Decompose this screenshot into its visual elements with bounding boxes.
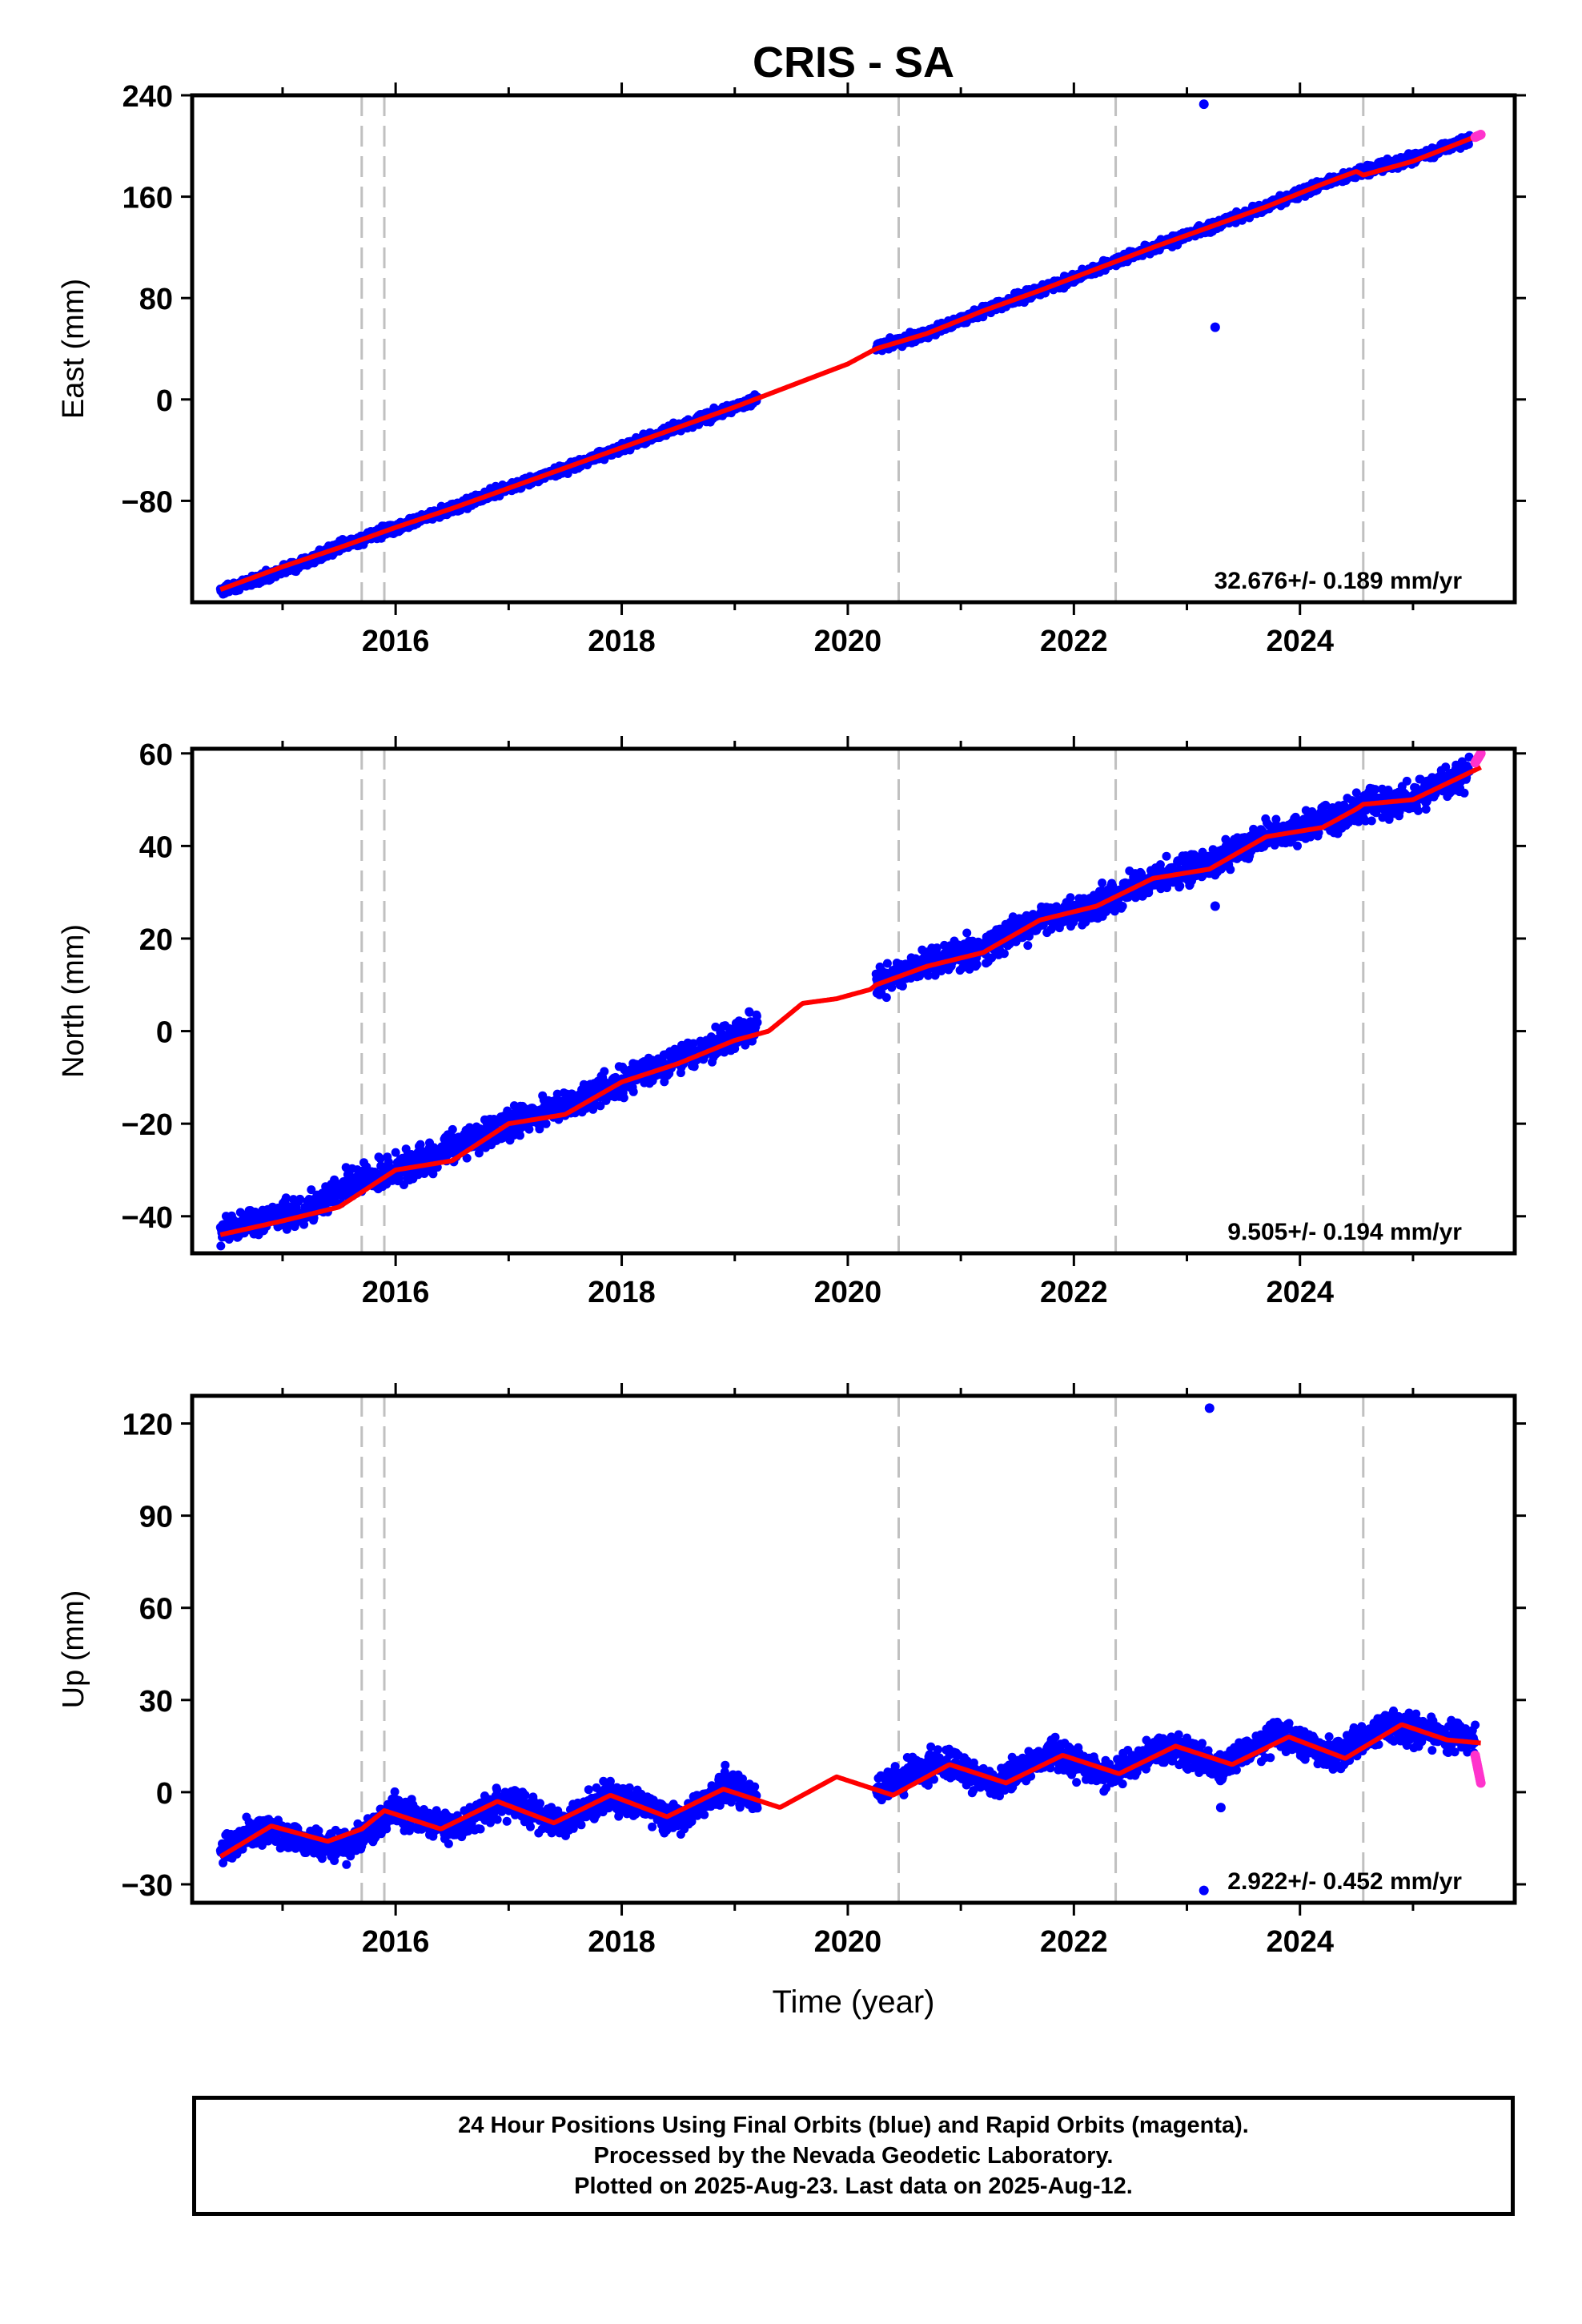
final-orbit-point <box>474 1148 484 1158</box>
y-axis-label: East (mm) <box>57 279 90 419</box>
final-orbit-point <box>307 1185 316 1195</box>
final-orbit-point <box>753 1018 762 1027</box>
chart-title: CRIS - SA <box>753 38 954 86</box>
model-line <box>219 132 1482 592</box>
final-orbit-point <box>987 953 997 963</box>
final-orbit-point <box>535 1124 544 1134</box>
final-orbit-point <box>600 1067 609 1076</box>
final-orbit-point <box>932 943 942 953</box>
x-tick-label: 2024 <box>1266 625 1334 658</box>
final-orbit-point <box>1226 865 1235 875</box>
final-orbit-point <box>1066 893 1075 903</box>
rapid-orbit-point <box>1476 130 1486 140</box>
y-tick-label: 160 <box>122 182 173 215</box>
x-tick-label: 2016 <box>362 625 430 658</box>
final-orbit-point <box>972 959 982 969</box>
final-orbit-points <box>215 752 1474 1251</box>
outlier-point <box>1199 99 1209 110</box>
final-orbit-point <box>596 1101 605 1111</box>
plot-area <box>215 95 1486 602</box>
final-orbit-point <box>1108 881 1118 891</box>
panel-1: 240 160 80 0 −80 2016 2018 2020 2022 2024 East (mm… <box>57 80 1526 658</box>
final-orbit-point <box>619 1093 628 1103</box>
final-orbit-point <box>295 1194 305 1204</box>
final-orbit-point <box>281 1193 291 1203</box>
final-orbit-point <box>1321 800 1331 810</box>
y-tick-label: 80 <box>139 283 173 316</box>
outlier-point <box>1210 322 1220 332</box>
velocity-label: 32.676+/- 0.189 mm/yr <box>1215 568 1463 594</box>
final-orbit-point <box>999 949 1009 959</box>
x-tick-label: 2018 <box>588 625 656 658</box>
final-orbit-point <box>391 1148 400 1157</box>
plot-area <box>215 749 1486 1253</box>
final-orbit-point <box>628 1087 638 1096</box>
final-orbit-point <box>962 928 972 938</box>
final-orbit-point <box>1162 851 1171 861</box>
y-tick-label: 240 <box>122 80 173 114</box>
final-orbit-point <box>1293 841 1302 850</box>
final-orbit-point <box>375 1154 385 1164</box>
x-tick-label: 2022 <box>1040 625 1108 658</box>
final-orbit-point <box>428 1169 438 1179</box>
final-orbit-point <box>1175 881 1185 891</box>
final-orbit-point <box>216 1241 226 1251</box>
final-orbit-point <box>887 983 897 992</box>
final-orbit-point <box>524 1124 534 1134</box>
final-orbit-point <box>1023 941 1033 951</box>
final-orbit-point <box>923 971 933 980</box>
final-orbit-point <box>897 981 907 991</box>
final-orbit-point <box>1118 902 1127 911</box>
y-tick-label: −80 <box>122 485 173 519</box>
panel-frame <box>190 93 1517 605</box>
final-orbit-point <box>881 993 891 1003</box>
final-orbit-point <box>745 1007 754 1017</box>
final-orbit-point <box>448 1124 457 1134</box>
final-orbit-point <box>563 469 572 478</box>
final-orbit-point <box>516 1131 524 1140</box>
final-orbit-point <box>282 1224 291 1234</box>
y-tick-label: 0 <box>156 384 173 418</box>
final-orbit-point <box>1098 879 1107 887</box>
final-orbit-point <box>462 1153 472 1163</box>
final-orbit-point <box>689 1039 698 1048</box>
final-orbit-point <box>1271 814 1281 824</box>
final-orbit-point <box>882 959 892 968</box>
final-orbit-point <box>541 1119 551 1128</box>
x-tick-label: 2020 <box>814 625 882 658</box>
